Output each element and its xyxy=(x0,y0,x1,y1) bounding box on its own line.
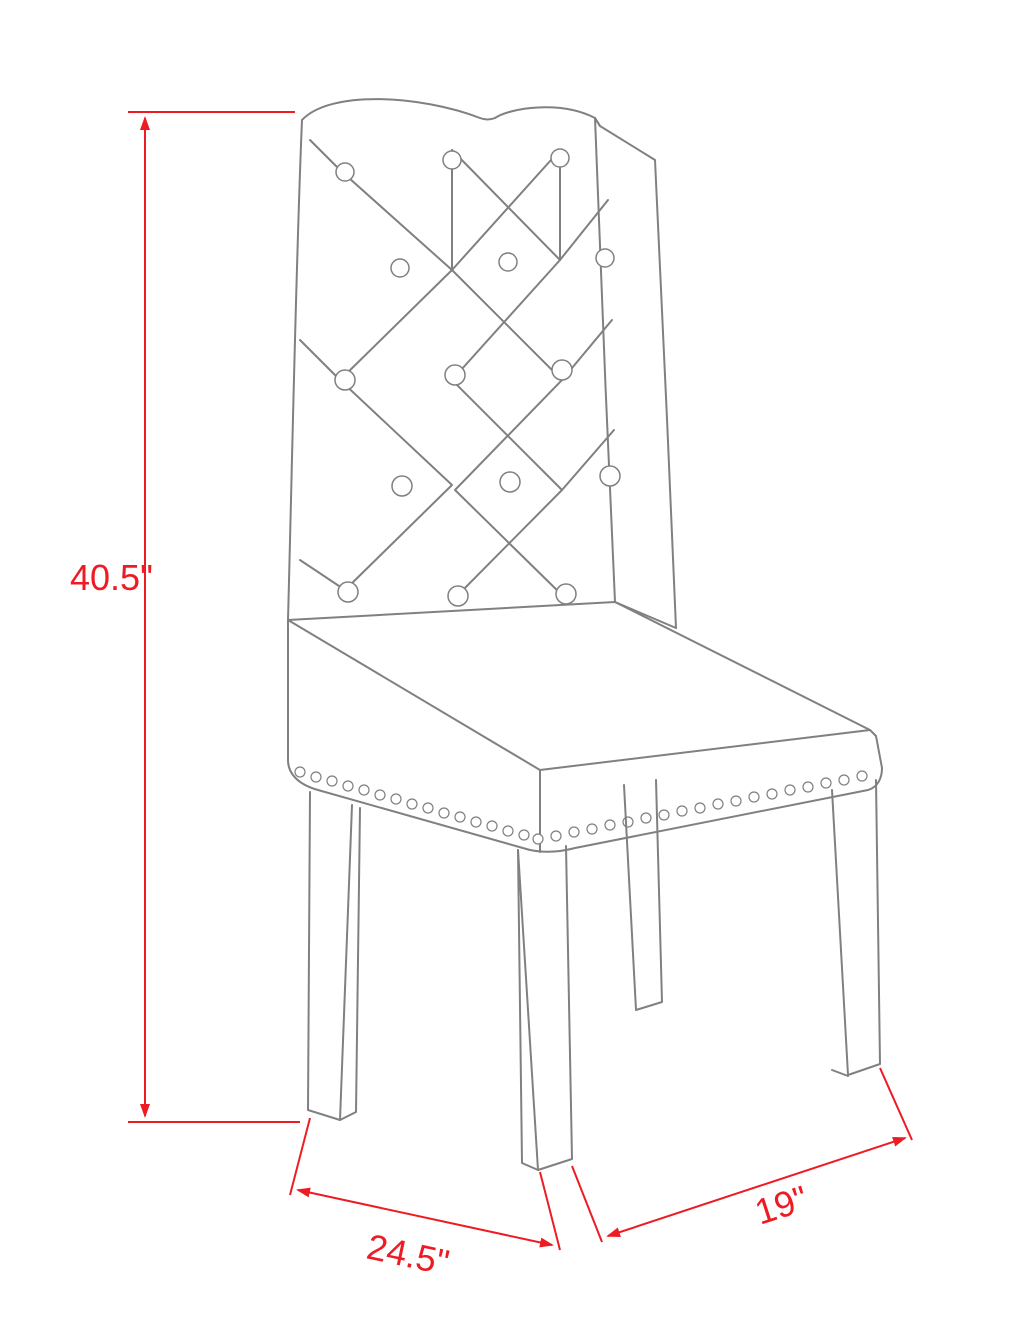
dim-depth-label: 24.5" xyxy=(363,1226,453,1283)
chair-dimension-diagram: 40.5" 24.5" 19" xyxy=(0,0,1024,1321)
dim-height-label: 40.5" xyxy=(70,557,153,598)
chair-drawing xyxy=(288,99,882,1170)
dimension-annotations: 40.5" 24.5" 19" xyxy=(70,112,912,1283)
dim-depth: 24.5" xyxy=(290,1118,560,1283)
dim-width: 19" xyxy=(572,1068,912,1242)
chair-legs xyxy=(308,780,880,1170)
nailhead-trim xyxy=(295,767,867,844)
tufting xyxy=(300,140,620,606)
dim-height: 40.5" xyxy=(70,112,300,1122)
